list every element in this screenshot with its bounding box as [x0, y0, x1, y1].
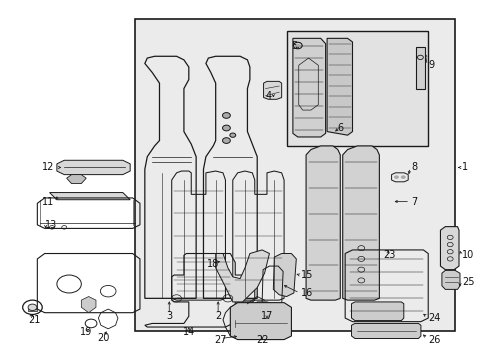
Polygon shape [351, 302, 404, 320]
Polygon shape [351, 323, 421, 338]
Text: 14: 14 [183, 327, 195, 337]
Text: 1: 1 [463, 162, 468, 172]
Text: 9: 9 [428, 60, 434, 70]
Circle shape [401, 175, 406, 179]
Polygon shape [81, 297, 96, 313]
Polygon shape [293, 39, 326, 137]
Text: 13: 13 [45, 220, 57, 230]
Polygon shape [254, 302, 273, 321]
Text: 23: 23 [383, 250, 395, 260]
Polygon shape [327, 39, 352, 135]
Polygon shape [57, 160, 130, 175]
Text: 7: 7 [411, 197, 417, 207]
Polygon shape [441, 226, 459, 270]
Polygon shape [442, 270, 460, 289]
Polygon shape [230, 303, 292, 339]
Text: 10: 10 [463, 250, 475, 260]
Polygon shape [67, 175, 86, 184]
Polygon shape [264, 81, 282, 99]
Text: 15: 15 [301, 270, 314, 280]
Polygon shape [306, 146, 340, 300]
Text: 22: 22 [256, 334, 269, 345]
Text: 18: 18 [207, 259, 220, 269]
Text: 16: 16 [301, 288, 314, 298]
Bar [416, 47, 425, 89]
Text: 26: 26 [428, 334, 441, 345]
Polygon shape [49, 193, 130, 200]
Circle shape [222, 113, 230, 118]
Text: 8: 8 [411, 162, 417, 172]
Text: 4: 4 [266, 91, 272, 101]
Text: 11: 11 [42, 197, 54, 207]
Circle shape [394, 175, 399, 179]
Bar [135, 19, 455, 330]
Circle shape [222, 138, 230, 143]
Text: 6: 6 [337, 123, 343, 133]
Text: 21: 21 [29, 315, 41, 325]
Text: 25: 25 [463, 277, 475, 287]
Text: 17: 17 [261, 311, 273, 321]
Polygon shape [145, 56, 196, 298]
Text: 2: 2 [215, 311, 221, 321]
Bar [27, 309, 37, 311]
Circle shape [296, 44, 300, 47]
Circle shape [222, 125, 230, 131]
Circle shape [28, 304, 37, 311]
Bar [287, 31, 428, 146]
Circle shape [230, 133, 236, 137]
Polygon shape [343, 146, 379, 300]
Polygon shape [216, 250, 270, 302]
Text: 5: 5 [291, 41, 297, 50]
Text: 19: 19 [80, 327, 92, 337]
Text: 3: 3 [166, 311, 172, 321]
Polygon shape [203, 56, 257, 298]
Text: 20: 20 [97, 333, 109, 343]
Text: 27: 27 [214, 334, 227, 345]
Text: 12: 12 [42, 162, 54, 172]
Text: 24: 24 [428, 313, 441, 323]
Polygon shape [273, 253, 296, 297]
